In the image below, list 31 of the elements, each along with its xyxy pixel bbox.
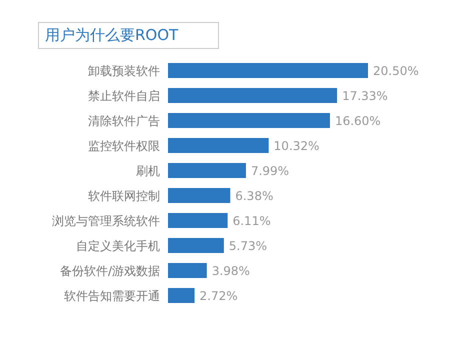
bar: [168, 63, 368, 78]
data-label: 6.38%: [235, 188, 274, 203]
y-tick-label: 清除软件广告: [88, 114, 160, 128]
y-tick-label: 浏览与管理系统软件: [52, 214, 160, 228]
chart-title: 用户为什么要ROOT: [38, 22, 220, 49]
data-label: 7.99%: [250, 164, 290, 178]
bar: [168, 138, 269, 153]
data-label: 20.50%: [373, 64, 419, 78]
bar: [168, 163, 246, 178]
bar: [168, 113, 330, 128]
data-label: 6.11%: [232, 214, 271, 228]
bar: [168, 213, 228, 228]
y-tick-label: 备份软件/游戏数据: [60, 264, 160, 278]
y-tick-label: 卸载预装软件: [88, 64, 160, 78]
y-tick-label: 软件告知需要开通: [64, 288, 160, 303]
y-tick-label: 禁止软件自启: [88, 88, 160, 103]
y-tick-label: 刷机: [136, 164, 160, 178]
y-tick-label: 监控软件权限: [88, 138, 160, 153]
data-label: 10.32%: [274, 138, 320, 153]
data-label: 5.73%: [228, 238, 268, 253]
bar: [168, 88, 338, 103]
bar: [168, 288, 195, 303]
y-tick-label: 自定义美化手机: [76, 238, 160, 253]
data-label: 2.72%: [200, 288, 238, 303]
y-tick-label: 软件联网控制: [88, 188, 160, 203]
data-label: 17.33%: [342, 88, 388, 103]
bar: [168, 238, 224, 253]
bar: [168, 188, 230, 203]
bar: [168, 263, 207, 278]
data-label: 16.60%: [334, 114, 381, 128]
data-label: 3.98%: [212, 264, 250, 278]
